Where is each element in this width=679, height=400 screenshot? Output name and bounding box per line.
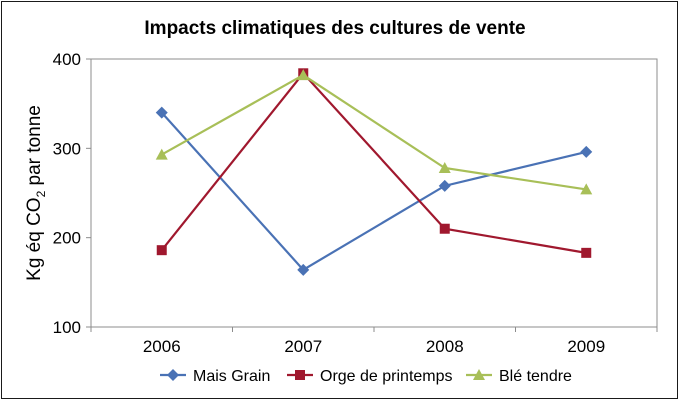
legend-item: Mais Grain: [160, 368, 270, 385]
y-tick-label: 400: [53, 50, 81, 69]
y-tick-label: 300: [53, 139, 81, 158]
legend-label: Mais Grain: [193, 368, 270, 385]
y-axis-label-prefix: Kg éq CO: [24, 197, 45, 280]
x-tick-label: 2006: [143, 337, 181, 356]
series-2: [155, 69, 593, 195]
series-line: [160, 111, 587, 272]
x-tick-label: 2007: [284, 337, 322, 356]
data-point: [155, 148, 168, 160]
x-axis: 2006 2007 2008 2009: [90, 327, 658, 356]
y-tick-label: 100: [53, 318, 81, 337]
legend-label: Orge de printemps: [320, 368, 453, 385]
y-axis: 100 200 300 400: [53, 50, 91, 337]
data-point: [581, 247, 592, 258]
legend: Mais Grain Orge de printemps Blé tendre: [160, 368, 572, 385]
legend-item: Orge de printemps: [287, 368, 453, 385]
x-tick-label: 2008: [426, 337, 464, 356]
x-tick-label: 2009: [567, 337, 605, 356]
y-tick-label: 200: [53, 229, 81, 248]
data-point: [438, 161, 451, 173]
series-line: [160, 71, 587, 254]
data-point: [439, 223, 450, 234]
y-axis-label-suffix: par tonne: [24, 105, 45, 191]
data-point: [580, 145, 593, 158]
data-point: [438, 179, 451, 192]
data-point: [155, 106, 168, 119]
y-axis-label: Kg éq CO2 par tonne: [24, 105, 48, 281]
series-0: [155, 106, 593, 276]
y-axis-label-subscript: 2: [34, 190, 48, 197]
legend-label: Blé tendre: [499, 368, 572, 385]
data-point: [580, 183, 593, 195]
plot-area: [90, 58, 658, 328]
chart-title: Impacts climatiques des cultures de vent…: [144, 18, 525, 39]
legend-item: Blé tendre: [466, 368, 572, 385]
plot-area-border: [90, 58, 658, 328]
data-point: [297, 263, 310, 276]
legend-marker: [167, 369, 179, 381]
data-point: [297, 69, 310, 81]
data-point: [156, 245, 167, 256]
series-line: [161, 73, 587, 191]
legend-marker: [473, 369, 485, 380]
legend-marker: [295, 370, 305, 380]
series-layer: [155, 68, 593, 276]
